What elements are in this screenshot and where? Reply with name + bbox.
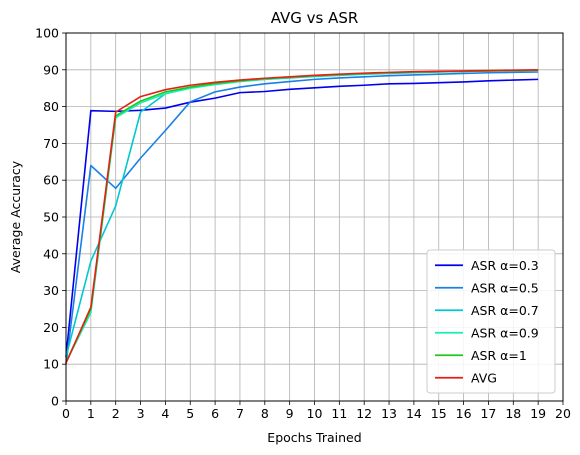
x-tick-label: 1 <box>87 406 95 421</box>
y-tick-label: 50 <box>43 210 59 225</box>
x-tick-label: 4 <box>161 406 169 421</box>
y-tick-label: 0 <box>51 394 59 409</box>
x-tick-label: 19 <box>530 406 546 421</box>
x-tick-label: 13 <box>381 406 397 421</box>
chart-title: AVG vs ASR <box>271 9 359 27</box>
x-tick-label: 3 <box>137 406 145 421</box>
y-tick-label: 80 <box>43 99 59 114</box>
x-tick-label: 11 <box>331 406 347 421</box>
series-lines <box>65 69 539 365</box>
x-tick-label: 17 <box>480 406 496 421</box>
x-tick-label: 10 <box>307 406 323 421</box>
y-tick-label: 30 <box>43 283 59 298</box>
x-tick-label: 14 <box>406 406 422 421</box>
series-line-5 <box>65 69 539 364</box>
x-tick-label: 0 <box>62 406 70 421</box>
y-tick-label: 60 <box>43 173 59 188</box>
legend-label: ASR α=0.5 <box>471 280 539 295</box>
y-tick-label: 90 <box>43 62 59 77</box>
legend-box <box>426 249 556 394</box>
x-axis-title: Epochs Trained <box>267 430 361 445</box>
axis-ticks: 0 1 2 3 4 5 6 7 8 9 10 11 12 13 14 15 16 17 18 19 2001020304… <box>35 26 571 422</box>
y-tick-label: 10 <box>43 357 59 372</box>
x-tick-label: 18 <box>505 406 521 421</box>
x-tick-label: 6 <box>211 406 219 421</box>
legend-label: ASR α=0.7 <box>471 303 539 318</box>
y-axis-title: Average Accuracy <box>8 160 23 273</box>
x-tick-label: 8 <box>261 406 269 421</box>
x-tick-label: 2 <box>112 406 120 421</box>
legend-label: ASR α=1 <box>471 348 527 363</box>
series-line-1 <box>65 71 539 365</box>
y-tick-label: 20 <box>43 320 59 335</box>
y-tick-label: 40 <box>43 246 59 261</box>
x-tick-label: 15 <box>431 406 447 421</box>
legend-label: AVG <box>471 370 497 385</box>
x-tick-label: 9 <box>286 406 294 421</box>
x-tick-label: 5 <box>186 406 194 421</box>
legend: ASR α=0.3 ASR α=0.5 ASR α=0.7 ASR α=0.9 ASR … <box>426 249 556 394</box>
x-tick-label: 16 <box>456 406 472 421</box>
legend-label: ASR α=0.3 <box>471 258 539 273</box>
legend-label: ASR α=0.9 <box>471 325 539 340</box>
y-tick-label: 100 <box>35 26 59 41</box>
x-tick-label: 7 <box>236 406 244 421</box>
x-tick-label: 20 <box>555 406 571 421</box>
x-tick-label: 12 <box>356 406 372 421</box>
y-tick-label: 70 <box>43 136 59 151</box>
